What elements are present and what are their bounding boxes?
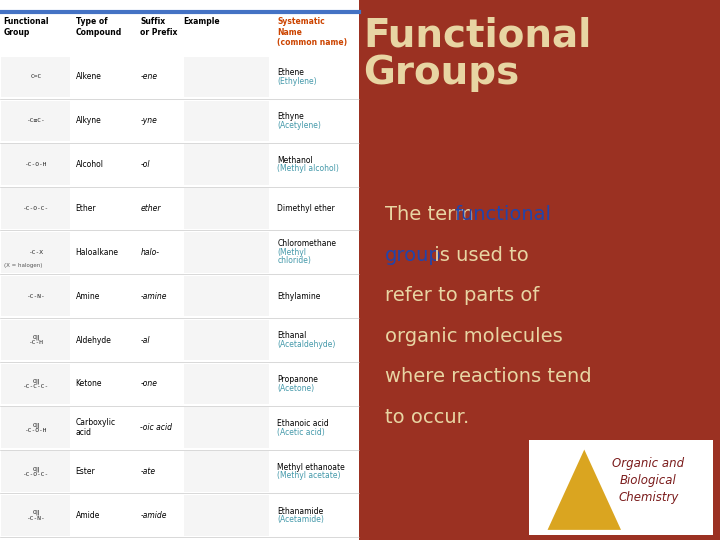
Text: -ene: -ene <box>140 72 158 82</box>
Text: Methanol: Methanol <box>277 156 313 165</box>
Text: group: group <box>385 246 442 265</box>
Text: (Acetaldehyde): (Acetaldehyde) <box>277 340 336 349</box>
Bar <box>184 100 269 141</box>
Text: functional: functional <box>454 205 552 224</box>
Bar <box>184 451 269 492</box>
Text: O‖
-C-N-: O‖ -C-N- <box>27 510 45 521</box>
Bar <box>184 407 269 448</box>
Text: -C-N-: -C-N- <box>27 294 45 299</box>
Text: -ol: -ol <box>140 160 150 169</box>
Text: Type of
Compound: Type of Compound <box>76 17 122 37</box>
Text: (X = halogen): (X = halogen) <box>4 263 42 268</box>
Text: (Methyl acetate): (Methyl acetate) <box>277 471 341 481</box>
Text: (Acetamide): (Acetamide) <box>277 515 324 524</box>
Text: halo-: halo- <box>140 248 159 257</box>
Text: Amine: Amine <box>76 292 100 301</box>
Bar <box>1 451 70 492</box>
Bar <box>1 188 70 229</box>
Bar <box>184 57 269 97</box>
Text: -oic acid: -oic acid <box>140 423 172 432</box>
Text: (Acetone): (Acetone) <box>277 384 315 393</box>
Text: (Acetic acid): (Acetic acid) <box>277 428 325 436</box>
Text: Ethanoic acid: Ethanoic acid <box>277 419 329 428</box>
Text: Alcohol: Alcohol <box>76 160 104 169</box>
Text: -one: -one <box>140 380 158 388</box>
Text: refer to parts of: refer to parts of <box>385 286 539 305</box>
Text: Methyl ethanoate: Methyl ethanoate <box>277 463 345 472</box>
Bar <box>184 276 269 316</box>
Text: Ketone: Ketone <box>76 380 102 388</box>
Text: Organic and
Biological
Chemistry: Organic and Biological Chemistry <box>613 457 685 504</box>
Bar <box>1 57 70 97</box>
Text: The term: The term <box>385 205 480 224</box>
Bar <box>184 144 269 185</box>
Text: Carboxylic
acid: Carboxylic acid <box>76 418 116 437</box>
Text: Ethanal: Ethanal <box>277 331 307 340</box>
Text: -C-O-H: -C-O-H <box>24 162 48 167</box>
Text: Systematic
Name
(common name): Systematic Name (common name) <box>277 17 347 47</box>
Text: -ate: -ate <box>140 467 156 476</box>
Text: Chloromethane: Chloromethane <box>277 239 336 248</box>
Text: Suffix
or Prefix: Suffix or Prefix <box>140 17 178 37</box>
Bar <box>184 188 269 229</box>
Text: Functional
Group: Functional Group <box>4 17 49 37</box>
Text: (Acetylene): (Acetylene) <box>277 120 321 130</box>
Text: Example: Example <box>184 17 220 26</box>
Text: Ether: Ether <box>76 204 96 213</box>
Text: -yne: -yne <box>140 116 157 125</box>
Bar <box>1 232 70 273</box>
Text: Alkyne: Alkyne <box>76 116 102 125</box>
Text: C=C: C=C <box>30 75 42 79</box>
Text: O‖
-C-H: O‖ -C-H <box>29 335 43 346</box>
Text: Functional
Groups: Functional Groups <box>364 16 592 92</box>
Text: to occur.: to occur. <box>385 408 469 427</box>
Text: -C-X: -C-X <box>29 250 43 255</box>
Text: Aldehyde: Aldehyde <box>76 335 112 345</box>
Bar <box>1 100 70 141</box>
Bar <box>1 495 70 536</box>
Text: Ester: Ester <box>76 467 95 476</box>
Text: Dimethyl ether: Dimethyl ether <box>277 204 335 213</box>
Bar <box>184 495 269 536</box>
Text: Propanone: Propanone <box>277 375 318 384</box>
Bar <box>1 276 70 316</box>
Text: (Methyl: (Methyl <box>277 248 306 257</box>
Bar <box>529 440 713 535</box>
Text: O‖
-C-O-C-: O‖ -C-O-C- <box>23 466 49 477</box>
Text: ether: ether <box>140 204 161 213</box>
Text: Amide: Amide <box>76 511 100 520</box>
Text: Ethylamine: Ethylamine <box>277 292 320 301</box>
Text: -amide: -amide <box>140 511 167 520</box>
Text: -C≡C-: -C≡C- <box>27 118 45 123</box>
Bar <box>1 407 70 448</box>
Text: -al: -al <box>140 335 150 345</box>
Bar <box>184 232 269 273</box>
Bar <box>1 320 70 360</box>
Text: Alkene: Alkene <box>76 72 102 82</box>
Text: is used to: is used to <box>428 246 528 265</box>
Text: Ethene: Ethene <box>277 68 304 77</box>
Bar <box>184 363 269 404</box>
Bar <box>0 0 359 540</box>
Bar <box>1 144 70 185</box>
Bar <box>184 320 269 360</box>
Text: (Methyl alcohol): (Methyl alcohol) <box>277 165 339 173</box>
Text: chloride): chloride) <box>277 256 311 266</box>
Text: Haloalkane: Haloalkane <box>76 248 119 257</box>
Text: (Ethylene): (Ethylene) <box>277 77 317 86</box>
Text: O‖
-C-C-C-: O‖ -C-C-C- <box>23 379 49 389</box>
Bar <box>1 363 70 404</box>
Text: Ethanamide: Ethanamide <box>277 507 323 516</box>
Text: where reactions tend: where reactions tend <box>385 367 592 386</box>
Text: Ethyne: Ethyne <box>277 112 304 121</box>
Text: organic molecules: organic molecules <box>385 327 563 346</box>
Text: -C-O-C-: -C-O-C- <box>23 206 49 211</box>
Polygon shape <box>547 449 621 530</box>
Text: O‖
-C-O-H: O‖ -C-O-H <box>24 422 48 433</box>
Text: -amine: -amine <box>140 292 167 301</box>
